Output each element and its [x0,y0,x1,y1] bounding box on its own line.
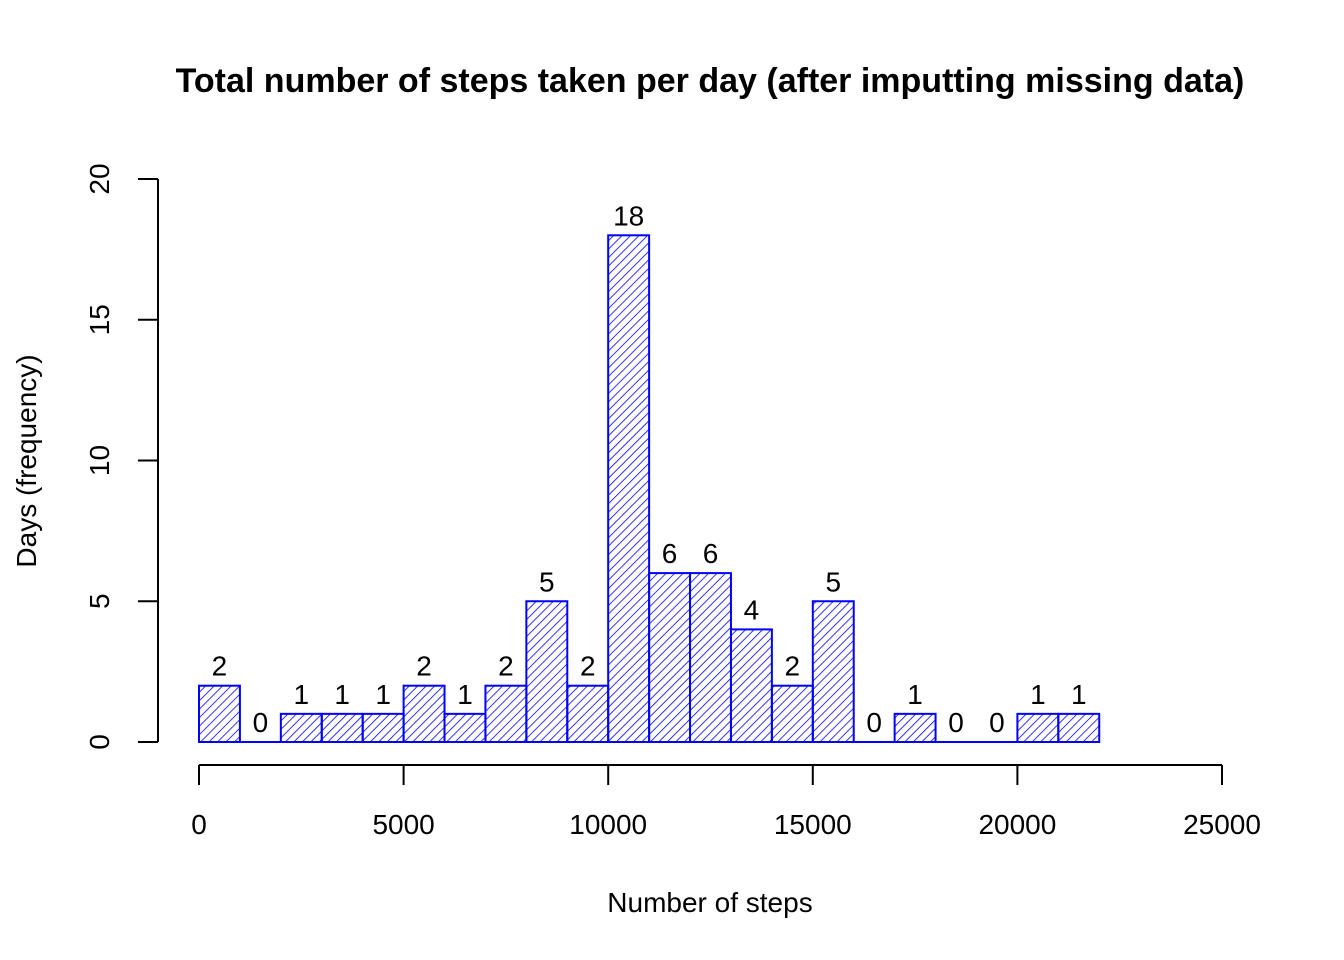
bar-count-label: 0 [253,707,269,738]
histogram-bar [648,572,692,743]
y-tick-label: 0 [84,734,115,750]
bar-count-label: 18 [613,200,644,231]
histogram-bar [361,712,405,743]
y-tick-label: 5 [84,593,115,609]
histogram-bar [484,684,528,744]
y-axis: 0 5 10 15 20 [84,163,159,750]
x-tick-label: 0 [191,809,207,840]
histogram-bar [1016,712,1060,743]
histogram-bar [607,234,651,744]
bar-count-label: 2 [785,651,801,682]
histogram-bar [729,628,773,744]
x-tick-label: 10000 [569,809,647,840]
histogram-bar [811,600,855,743]
x-axis: 0 5000 10000 15000 20000 25000 [191,764,1261,840]
bar-count-label: 5 [825,566,841,597]
histogram-bar [566,684,610,744]
bar-count-label: 1 [907,679,923,710]
bar-count-label: 2 [212,651,228,682]
x-tick-label: 15000 [774,809,852,840]
bar-count-label: 1 [294,679,310,710]
histogram-bar [279,712,323,743]
histogram-bar [320,712,364,743]
histogram-bar [525,600,569,743]
bar-count-label: 2 [498,651,514,682]
bar-count-label: 1 [375,679,391,710]
bar-count-label: 1 [1071,679,1087,710]
histogram-bar [198,684,241,744]
bar-count-label: 4 [744,594,760,625]
bar-count-label: 1 [334,679,350,710]
x-tick-label: 20000 [978,809,1056,840]
histogram-bar [770,684,814,744]
bar-count-label: 0 [948,707,964,738]
x-tick-label: 5000 [372,809,434,840]
x-axis-label: Number of steps [607,887,812,918]
bar-count-label: 0 [866,707,882,738]
histogram-bar [893,712,937,743]
histogram-bar [689,572,732,743]
histogram-bar [402,684,446,744]
bar-count-label: 5 [539,566,555,597]
bar-count-label: 2 [416,651,432,682]
bar-count-label: 1 [457,679,473,710]
chart-title: Total number of steps taken per day (aft… [176,62,1245,100]
bar-count-label: 0 [989,707,1005,738]
bars-group [198,234,1101,744]
histogram-bar [1057,712,1101,743]
bar-count-label: 2 [580,651,596,682]
y-tick-label: 20 [84,163,115,194]
y-tick-label: 10 [84,445,115,476]
bar-count-label: 1 [1030,679,1046,710]
x-tick-label: 25000 [1183,809,1261,840]
bar-count-label: 6 [662,538,678,569]
histogram-bar [443,712,487,743]
y-tick-label: 15 [84,304,115,335]
bar-count-label: 6 [703,538,719,569]
y-axis-label: Days (frequency) [11,354,42,567]
